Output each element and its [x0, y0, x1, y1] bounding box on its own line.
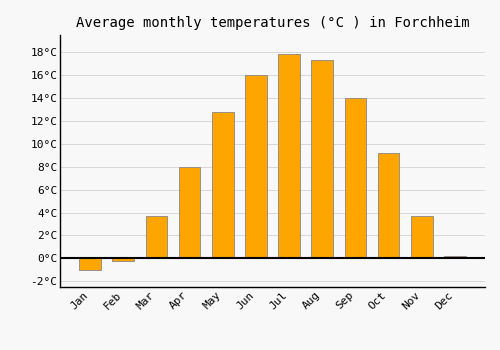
- Bar: [444, 256, 466, 258]
- Bar: [80, 258, 101, 270]
- Bar: [212, 112, 234, 258]
- Bar: [146, 216, 167, 258]
- Title: Average monthly temperatures (°C ) in Forchheim: Average monthly temperatures (°C ) in Fo…: [76, 16, 469, 30]
- Bar: [245, 75, 266, 258]
- Bar: [312, 60, 333, 258]
- Bar: [179, 167, 201, 258]
- Bar: [411, 216, 432, 258]
- Bar: [344, 98, 366, 258]
- Bar: [112, 258, 134, 261]
- Bar: [378, 153, 400, 258]
- Bar: [278, 55, 300, 258]
